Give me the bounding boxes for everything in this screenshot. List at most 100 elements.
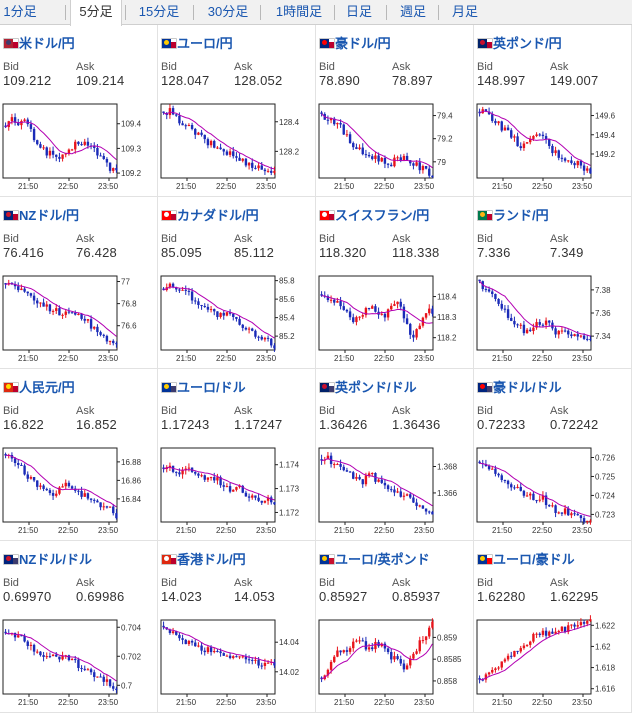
candle-body	[74, 312, 77, 315]
candle-body	[266, 170, 270, 172]
candle-body	[576, 514, 579, 516]
currency-pair-card[interactable]: カナダドル/円 Bid Ask 85.095 85.112 85.8 85.6 85.4 85.…	[158, 197, 316, 369]
candle-body	[67, 655, 71, 661]
tab-7[interactable]: 週足	[399, 4, 426, 19]
candle-body	[42, 147, 45, 149]
pair-name-link[interactable]: 英ポンド/ドル	[335, 380, 417, 395]
candle-body	[424, 313, 428, 318]
candle-body	[225, 151, 229, 155]
bid-value: 7.336	[477, 245, 511, 260]
candle-body	[329, 299, 333, 301]
candle-body	[358, 316, 361, 318]
currency-pair-card[interactable]: 英ポンド/円 Bid Ask 148.997 149.007 149.6 149.4 149.…	[474, 25, 632, 197]
candlestick-chart[interactable]: 1.622 1.62 1.618 1.616 21:50 22:50 23:50	[474, 613, 632, 713]
currency-pair-card[interactable]: NZドル/円 Bid Ask 76.416 76.428 77 76.8 76.6 21:50 2…	[0, 197, 158, 369]
currency-pair-card[interactable]: ユーロ/英ポンド Bid Ask 0.85927 0.85937 0.859 0.8585 0…	[316, 541, 474, 713]
candlestick-chart[interactable]: 79.4 79.2 79 21:50 22:50 23:50	[316, 97, 474, 197]
candle-body	[355, 147, 358, 150]
candle-body	[589, 619, 592, 622]
pair-name-link[interactable]: 米ドル/円	[19, 36, 75, 51]
candle-body	[17, 122, 20, 126]
currency-pair-card[interactable]: スイスフラン/円 Bid Ask 118.320 118.338 118.4 118.3 11…	[316, 197, 474, 369]
ask-label: Ask	[550, 61, 569, 73]
pair-name-link[interactable]: スイスフラン/円	[335, 208, 430, 223]
candle-body	[516, 324, 519, 326]
y-tick-label: 1.174	[279, 461, 300, 470]
currency-pair-card[interactable]: 香港ドル/円 Bid Ask 14.023 14.053 14.04 14.02 21:50 2…	[158, 541, 316, 713]
tab-8[interactable]: 月足	[451, 4, 478, 19]
currency-pair-card[interactable]: ランド/円 Bid Ask 7.336 7.349 7.38 7.36 7.34 21:50 22…	[474, 197, 632, 369]
candle-body	[522, 645, 526, 649]
currency-pair-card[interactable]: NZドル/ドル Bid Ask 0.69970 0.69986 0.704 0.702 0.7…	[0, 541, 158, 713]
candle-body	[484, 289, 488, 291]
x-tick-label: 22:50	[216, 526, 237, 535]
candle-body	[99, 676, 102, 678]
tab-1[interactable]: 1分足	[3, 4, 37, 19]
candle-body	[39, 144, 42, 148]
pair-name-link[interactable]: NZドル/円	[19, 208, 79, 223]
pair-name-link[interactable]: ユーロ/豪ドル	[493, 552, 575, 567]
currency-pair-card[interactable]: 英ポンド/ドル Bid Ask 1.36426 1.36436 1.368 1.366 21:…	[316, 369, 474, 541]
candle-body	[589, 520, 592, 522]
candlestick-chart[interactable]: 0.859 0.8585 0.858 21:50 22:50 23:50	[316, 613, 474, 713]
pair-name-link[interactable]: ユーロ/ドル	[177, 380, 246, 395]
candle-body	[548, 139, 551, 146]
y-tick-label: 7.36	[595, 309, 611, 318]
candle-body	[251, 659, 254, 661]
candlestick-chart[interactable]: 149.6 149.4 149.2 21:50 22:50 23:50	[474, 97, 632, 197]
candle-body	[80, 313, 83, 319]
currency-pair-card[interactable]: 豪ドル/ドル Bid Ask 0.72233 0.72242 0.726 0.725 0.72…	[474, 369, 632, 541]
candlestick-chart[interactable]: 1.174 1.173 1.172 21:50 22:50 23:50	[158, 441, 316, 541]
pair-name-link[interactable]: ユーロ/英ポンド	[335, 552, 430, 567]
candle-body	[576, 334, 579, 337]
candle-body	[431, 621, 434, 628]
tab-3[interactable]: 15分足	[138, 4, 180, 19]
currency-pair-card[interactable]: 米ドル/円 Bid Ask 109.212 109.214 109.4 109.3 109.2…	[0, 25, 158, 197]
candlestick-chart[interactable]: 7.38 7.36 7.34 21:50 22:50 23:50	[474, 269, 632, 369]
candlestick-chart[interactable]: 14.04 14.02 21:50 22:50 23:50	[158, 613, 316, 713]
candle-body	[487, 466, 491, 470]
candle-body	[105, 679, 109, 682]
pair-name-link[interactable]: NZドル/ドル	[19, 552, 92, 567]
pair-name-link[interactable]: カナダドル/円	[177, 208, 259, 223]
candle-body	[522, 143, 526, 149]
pair-name-link[interactable]: 豪ドル/円	[335, 36, 391, 51]
chart-svg: 14.04 14.02 21:50 22:50 23:50	[160, 619, 300, 707]
pair-name-link[interactable]: ランド/円	[493, 208, 549, 223]
pair-name-link[interactable]: ユーロ/円	[177, 36, 233, 51]
candle-body	[320, 677, 323, 680]
bid-label: Bid	[161, 577, 177, 589]
candlestick-chart[interactable]: 77 76.8 76.6 21:50 22:50 23:50	[0, 269, 158, 369]
tab-2[interactable]: 5分足	[70, 0, 122, 26]
currency-pair-card[interactable]: 豪ドル/円 Bid Ask 78.890 78.897 79.4 79.2 79 21:50 22…	[316, 25, 474, 197]
pair-name-link[interactable]: 人民元/円	[19, 380, 75, 395]
chart-svg: 85.8 85.6 85.4 85.2 21:50 22:50 23:50	[160, 275, 295, 363]
x-tick-label: 22:50	[216, 182, 237, 191]
tab-5[interactable]: 1時間足	[275, 4, 323, 19]
candlestick-chart[interactable]: 0.726 0.725 0.724 0.723 21:50 22:50 23:50	[474, 441, 632, 541]
tab-separator	[125, 5, 126, 20]
candle-body	[51, 654, 55, 657]
candlestick-chart[interactable]: 109.4 109.3 109.2 21:50 22:50 23:50	[0, 97, 158, 197]
pair-name-link[interactable]: 香港ドル/円	[177, 552, 246, 567]
candle-body	[171, 108, 175, 115]
tab-6[interactable]: 日足	[345, 4, 372, 19]
candle-body	[415, 329, 418, 338]
candle-body	[203, 305, 206, 307]
candlestick-chart[interactable]: 128.4 128.2 21:50 22:50 23:50	[158, 97, 316, 197]
candlestick-chart[interactable]: 0.704 0.702 0.7 21:50 22:50 23:50	[0, 613, 158, 713]
currency-pair-card[interactable]: ユーロ/円 Bid Ask 128.047 128.052 128.4 128.2 21:50…	[158, 25, 316, 197]
currency-pair-card[interactable]: ユーロ/豪ドル Bid Ask 1.62280 1.62295 1.622 1.62 1.61…	[474, 541, 632, 713]
candlestick-chart[interactable]: 118.4 118.3 118.2 21:50 22:50 23:50	[316, 269, 474, 369]
tab-4[interactable]: 30分足	[207, 4, 249, 19]
candlestick-chart[interactable]: 1.368 1.366 21:50 22:50 23:50	[316, 441, 474, 541]
candle-body	[554, 150, 557, 154]
pair-name-link[interactable]: 英ポンド/円	[493, 36, 562, 51]
gb-us-flag-icon	[319, 382, 335, 393]
candlestick-chart[interactable]: 85.8 85.6 85.4 85.2 21:50 22:50 23:50	[158, 269, 316, 369]
currency-pair-card[interactable]: 人民元/円 Bid Ask 16.822 16.852 16.88 16.86 16.84 21…	[0, 369, 158, 541]
currency-pair-card[interactable]: ユーロ/ドル Bid Ask 1.17243 1.17247 1.174 1.173 1.17…	[158, 369, 316, 541]
candle-body	[497, 667, 500, 669]
pair-name-link[interactable]: 豪ドル/ドル	[493, 380, 562, 395]
candlestick-chart[interactable]: 16.88 16.86 16.84 21:50 22:50 23:50	[0, 441, 158, 541]
